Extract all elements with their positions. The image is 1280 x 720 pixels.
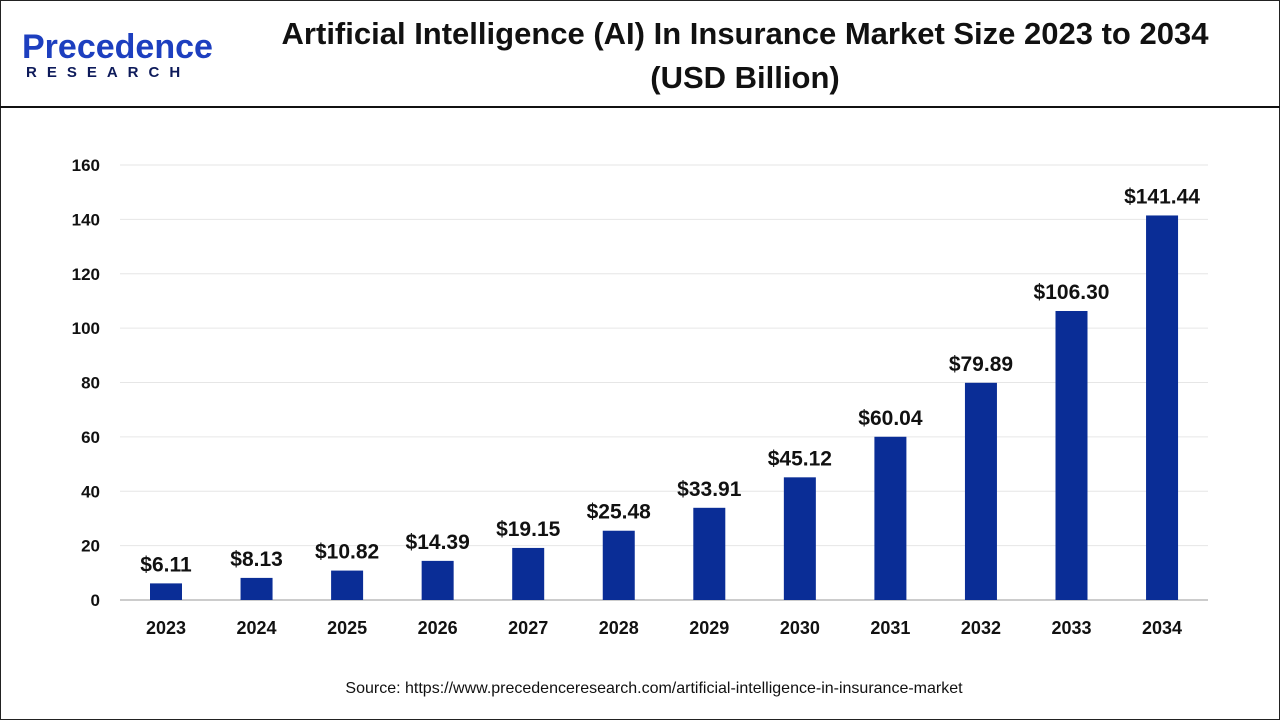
- logo-line2: RESEARCH: [26, 64, 191, 81]
- logo-line1: Precedence: [22, 28, 213, 66]
- y-tick-label: 160: [72, 156, 100, 175]
- y-tick-label: 0: [91, 591, 100, 610]
- bar: [693, 507, 726, 600]
- data-label: $10.82: [315, 541, 379, 564]
- x-tick-label: 2028: [599, 618, 639, 638]
- x-tick-label: 2027: [508, 618, 548, 638]
- header: Precedence RESEARCH Artificial Intellige…: [0, 0, 1280, 108]
- bar: [240, 577, 273, 600]
- data-label: $60.04: [858, 407, 923, 430]
- x-tick-label: 2025: [327, 618, 367, 638]
- y-tick-label: 120: [72, 265, 100, 284]
- data-label: $79.89: [949, 353, 1013, 376]
- bar: [150, 583, 182, 600]
- bar: [1146, 215, 1179, 600]
- source-note: Source: https://www.precedenceresearch.c…: [345, 680, 963, 697]
- x-tick-label: 2030: [780, 618, 820, 638]
- x-tick-label: 2026: [418, 618, 458, 638]
- data-label: $14.39: [406, 531, 470, 554]
- bar: [421, 560, 454, 600]
- x-tick-label: 2031: [870, 618, 910, 638]
- chart-title: Artificial Intelligence (AI) In Insuranc…: [281, 16, 1209, 95]
- y-tick-label: 100: [72, 319, 100, 338]
- x-tick-label: 2024: [237, 618, 277, 638]
- bar: [783, 477, 816, 600]
- y-tick-label: 40: [81, 482, 100, 501]
- y-tick-label: 20: [81, 537, 100, 556]
- logo: Precedence RESEARCH: [22, 30, 213, 81]
- y-tick-label: 140: [72, 210, 100, 229]
- y-tick-label: 60: [81, 428, 100, 447]
- bar: [964, 382, 997, 600]
- x-tick-label: 2032: [961, 618, 1001, 638]
- data-label: $8.13: [230, 548, 283, 571]
- bar: [874, 436, 907, 600]
- x-tick-label: 2029: [689, 618, 729, 638]
- y-tick-label: 80: [81, 374, 100, 393]
- data-label: $33.91: [677, 478, 742, 501]
- bar: [512, 547, 545, 600]
- bar: [602, 530, 635, 600]
- data-label: $6.11: [140, 553, 192, 576]
- x-tick-label: 2033: [1051, 618, 1091, 638]
- x-tick-label: 2034: [1142, 618, 1182, 638]
- bar: [1055, 310, 1088, 600]
- bar: [331, 570, 364, 600]
- data-label: $141.44: [1124, 185, 1200, 208]
- x-tick-label: 2023: [146, 618, 186, 638]
- data-label: $25.48: [587, 501, 652, 524]
- data-label: $45.12: [768, 447, 832, 470]
- data-label: $106.30: [1034, 281, 1110, 304]
- data-label: $19.15: [496, 518, 561, 541]
